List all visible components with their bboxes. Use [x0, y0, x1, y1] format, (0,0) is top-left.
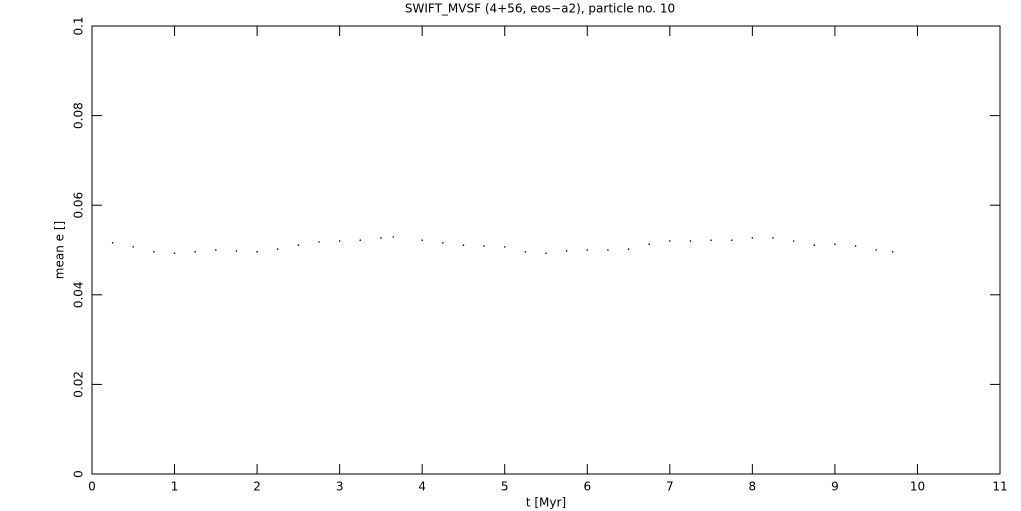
point	[392, 236, 395, 238]
point	[648, 243, 650, 245]
point	[359, 239, 362, 241]
y-tick-label: 0.06	[72, 192, 86, 219]
plot-frame	[91, 25, 1001, 475]
x-tick-label: 2	[253, 480, 261, 494]
x-tick-label: 6	[583, 480, 591, 494]
point	[111, 242, 114, 244]
point	[503, 246, 506, 248]
x-tick-label: 10	[910, 480, 925, 494]
point	[256, 250, 258, 253]
point	[421, 239, 423, 241]
chart-title: SWIFT_MVSF (4+56, eos−a2), particle no. …	[405, 2, 675, 16]
x-tick-label: 1	[171, 480, 179, 494]
point	[153, 250, 155, 253]
x-tick-label: 4	[418, 480, 426, 494]
x-tick-label: 5	[501, 480, 509, 494]
point	[751, 237, 754, 239]
point	[276, 248, 279, 250]
point	[565, 250, 568, 252]
point	[524, 250, 527, 253]
point	[380, 237, 382, 239]
point	[875, 249, 877, 251]
x-tick-label: 9	[831, 480, 839, 494]
x-tick-label: 7	[666, 480, 674, 494]
x-axis-label: t [Myr]	[526, 496, 566, 510]
point	[462, 244, 465, 246]
point	[297, 244, 300, 246]
point	[891, 250, 894, 253]
point	[586, 249, 589, 251]
point	[627, 248, 630, 250]
y-axis-label: mean e []	[53, 221, 67, 279]
point	[483, 245, 485, 247]
point	[730, 239, 733, 241]
point	[854, 245, 857, 247]
y-tick-label: 0.1	[72, 16, 86, 35]
point	[689, 240, 692, 242]
point	[772, 237, 774, 239]
point	[442, 242, 444, 244]
point	[834, 243, 836, 245]
point	[235, 250, 238, 252]
point	[215, 249, 217, 251]
point	[710, 239, 712, 241]
point	[194, 250, 196, 253]
y-tick-label: 0.02	[72, 371, 86, 398]
x-tick-label: 3	[336, 480, 344, 494]
point	[338, 240, 341, 242]
y-tick-label: 0	[72, 470, 86, 478]
point	[545, 252, 547, 254]
point	[173, 252, 176, 254]
point	[792, 240, 795, 242]
point	[318, 241, 320, 243]
point	[669, 240, 671, 242]
x-tick-label: 11	[992, 480, 1007, 494]
y-tick-label: 0.08	[72, 102, 86, 129]
x-tick-label: 0	[88, 480, 96, 494]
point	[607, 249, 609, 251]
y-tick-label: 0.04	[72, 281, 86, 308]
x-tick-label: 8	[749, 480, 757, 494]
point	[813, 244, 816, 246]
point	[132, 246, 135, 248]
